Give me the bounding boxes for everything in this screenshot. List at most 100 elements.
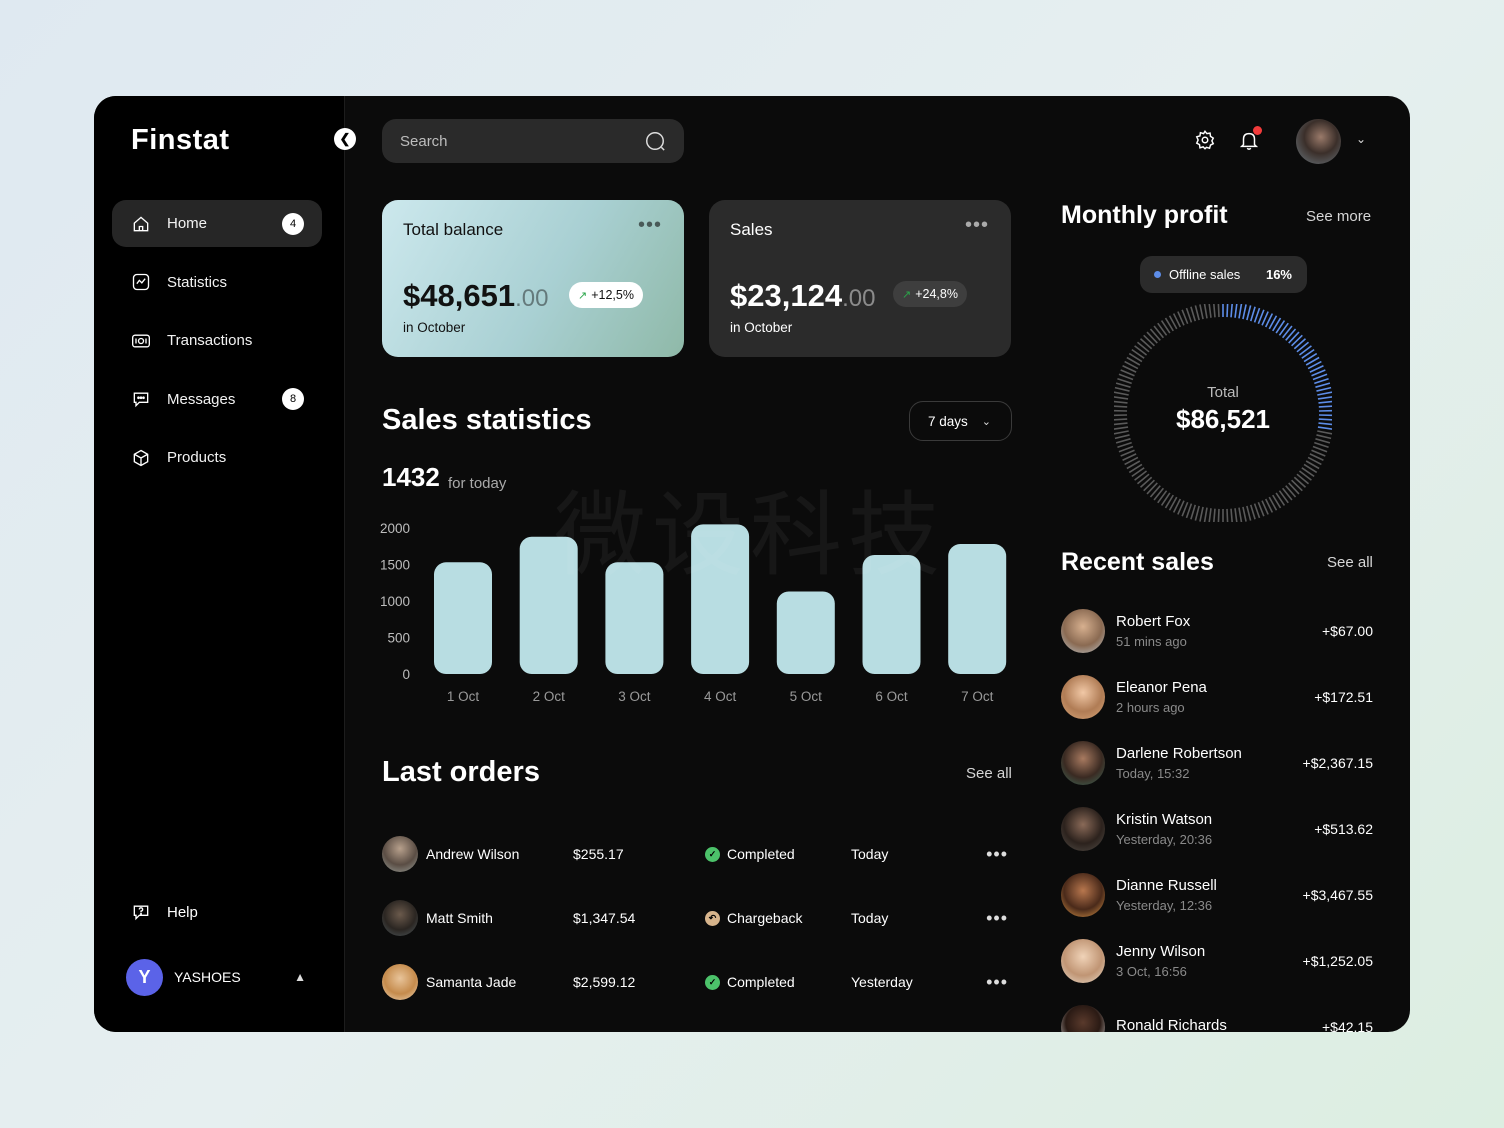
sidebar-item-messages[interactable]: Messages 8 [112, 376, 322, 423]
other-sales-segment [1136, 341, 1150, 353]
sidebar-item-label: Transactions [167, 332, 253, 349]
other-sales-segment [1157, 322, 1168, 336]
bar[interactable] [519, 536, 578, 674]
help-link[interactable]: Help [131, 902, 198, 922]
profile-avatar[interactable] [1296, 119, 1341, 164]
other-sales-segment [1139, 476, 1153, 488]
chevron-down-icon[interactable]: ⌄ [1356, 132, 1367, 146]
recent-sales-see-all-link[interactable]: See all [1327, 554, 1373, 571]
list-item[interactable]: Ronald Richards +$42.15 [1061, 994, 1373, 1032]
sale-time: Yesterday, 12:36 [1116, 898, 1213, 913]
other-sales-segment [1199, 304, 1204, 320]
other-sales-segment [1143, 334, 1155, 347]
gear-icon [1195, 130, 1215, 150]
bar[interactable] [605, 562, 664, 674]
other-sales-segment [1117, 441, 1132, 449]
search-input[interactable] [400, 132, 644, 150]
orders-see-all-link[interactable]: See all [966, 765, 1012, 782]
table-row[interactable]: Andrew Wilson $255.17 ✓ Completed Today … [382, 822, 1014, 886]
other-sales-segment [1190, 504, 1197, 520]
more-options-icon[interactable]: ••• [986, 843, 1008, 864]
sidebar-item-home[interactable]: Home 4 [112, 200, 322, 247]
recent-sales-title: Recent sales [1061, 548, 1214, 576]
last-orders-title: Last orders [382, 756, 540, 788]
sidebar-nav: Home 4 Statistics Transactions Messages [112, 200, 322, 493]
trend-up-icon: ↗ [578, 289, 588, 302]
x-tick-label: 2 Oct [533, 689, 566, 704]
bar[interactable] [948, 544, 1007, 674]
other-sales-segment [1213, 508, 1216, 522]
period-select[interactable]: 7 days ⌄ [909, 401, 1012, 441]
other-sales-segment [1160, 492, 1171, 506]
other-sales-segment [1268, 496, 1278, 511]
list-item[interactable]: Jenny Wilson 3 Oct, 16:56 +$1,252.05 [1061, 928, 1373, 994]
sale-amount: +$3,467.55 [1302, 887, 1373, 903]
other-sales-segment [1208, 508, 1212, 522]
sales-card: Sales ••• $23,124.00 ↗ +24,8% in October [709, 200, 1011, 357]
bell-icon [1239, 132, 1259, 150]
messages-badge: 8 [282, 388, 304, 410]
x-tick-label: 3 Oct [618, 689, 651, 704]
chevron-down-icon: ⌄ [981, 415, 991, 428]
table-row[interactable]: Samanta Jade $2,599.12 ✓ Completed Yeste… [382, 950, 1014, 1014]
other-sales-segment [1143, 479, 1155, 492]
sidebar-item-transactions[interactable]: Transactions [112, 317, 322, 364]
other-sales-segment [1208, 304, 1212, 318]
other-sales-segment [1282, 487, 1293, 501]
other-sales-segment [1128, 352, 1143, 363]
more-options-icon[interactable]: ••• [637, 214, 662, 236]
other-sales-segment [1249, 504, 1256, 520]
account-name: YASHOES [174, 969, 241, 985]
order-amount: $2,599.12 [573, 974, 636, 990]
sale-time: Yesterday, 20:36 [1116, 832, 1213, 847]
other-sales-segment [1168, 496, 1178, 511]
sales-statistics-title: Sales statistics [382, 404, 592, 436]
list-item[interactable]: Kristin Watson Yesterday, 20:36 +$513.62 [1061, 796, 1373, 862]
list-item[interactable]: Robert Fox 51 mins ago +$67.00 [1061, 598, 1373, 664]
offline-sales-segment [1305, 356, 1320, 366]
other-sales-segment [1118, 373, 1134, 381]
other-sales-segment [1303, 463, 1318, 474]
more-options-icon[interactable]: ••• [986, 971, 1008, 992]
avatar [382, 964, 418, 1000]
other-sales-segment [1246, 505, 1252, 521]
other-sales-segment [1136, 473, 1150, 485]
collapse-sidebar-button[interactable]: ❮ [334, 128, 356, 150]
bar[interactable] [691, 524, 750, 674]
bar[interactable] [776, 591, 835, 674]
offline-sales-segment [1303, 352, 1318, 363]
avatar [382, 900, 418, 936]
list-item[interactable]: Dianne Russell Yesterday, 12:36 +$3,467.… [1061, 862, 1373, 928]
other-sales-segment [1160, 320, 1171, 334]
x-tick-label: 4 Oct [704, 689, 737, 704]
y-tick-label: 0 [402, 667, 410, 682]
other-sales-segment [1312, 445, 1328, 453]
bar[interactable] [862, 555, 921, 674]
sale-customer: Eleanor Pena [1116, 679, 1207, 696]
notifications-button[interactable] [1238, 126, 1262, 151]
today-count: 1432 [382, 462, 440, 492]
offline-sales-segment [1312, 373, 1328, 381]
other-sales-segment [1124, 360, 1139, 370]
more-options-icon[interactable]: ••• [964, 214, 989, 236]
other-sales-segment [1172, 313, 1182, 328]
bar[interactable] [434, 562, 492, 674]
trend-up-icon: ↗ [902, 288, 912, 301]
account-switcher[interactable]: Y YASHOES ▲ [126, 958, 306, 996]
see-more-link[interactable]: See more [1306, 208, 1372, 225]
period-value: 7 days [928, 413, 968, 429]
other-sales-segment [1226, 508, 1229, 522]
list-item[interactable]: Eleanor Pena 2 hours ago +$172.51 [1061, 664, 1373, 730]
other-sales-segment [1134, 345, 1148, 356]
sidebar-item-products[interactable]: Products [112, 434, 322, 481]
offline-sales-segment [1285, 328, 1297, 341]
sidebar-item-label: Statistics [167, 273, 228, 291]
settings-button[interactable] [1194, 129, 1216, 151]
other-sales-segment [1257, 501, 1265, 517]
sidebar-item-statistics[interactable]: Statistics [112, 259, 322, 306]
table-row[interactable]: Matt Smith $1,347.54 ↶ Chargeback Today … [382, 886, 1014, 950]
search-icon[interactable] [644, 130, 666, 152]
list-item[interactable]: Darlene Robertson Today, 15:32 +$2,367.1… [1061, 730, 1373, 796]
more-options-icon[interactable]: ••• [986, 907, 1008, 928]
other-sales-segment [1128, 463, 1143, 474]
